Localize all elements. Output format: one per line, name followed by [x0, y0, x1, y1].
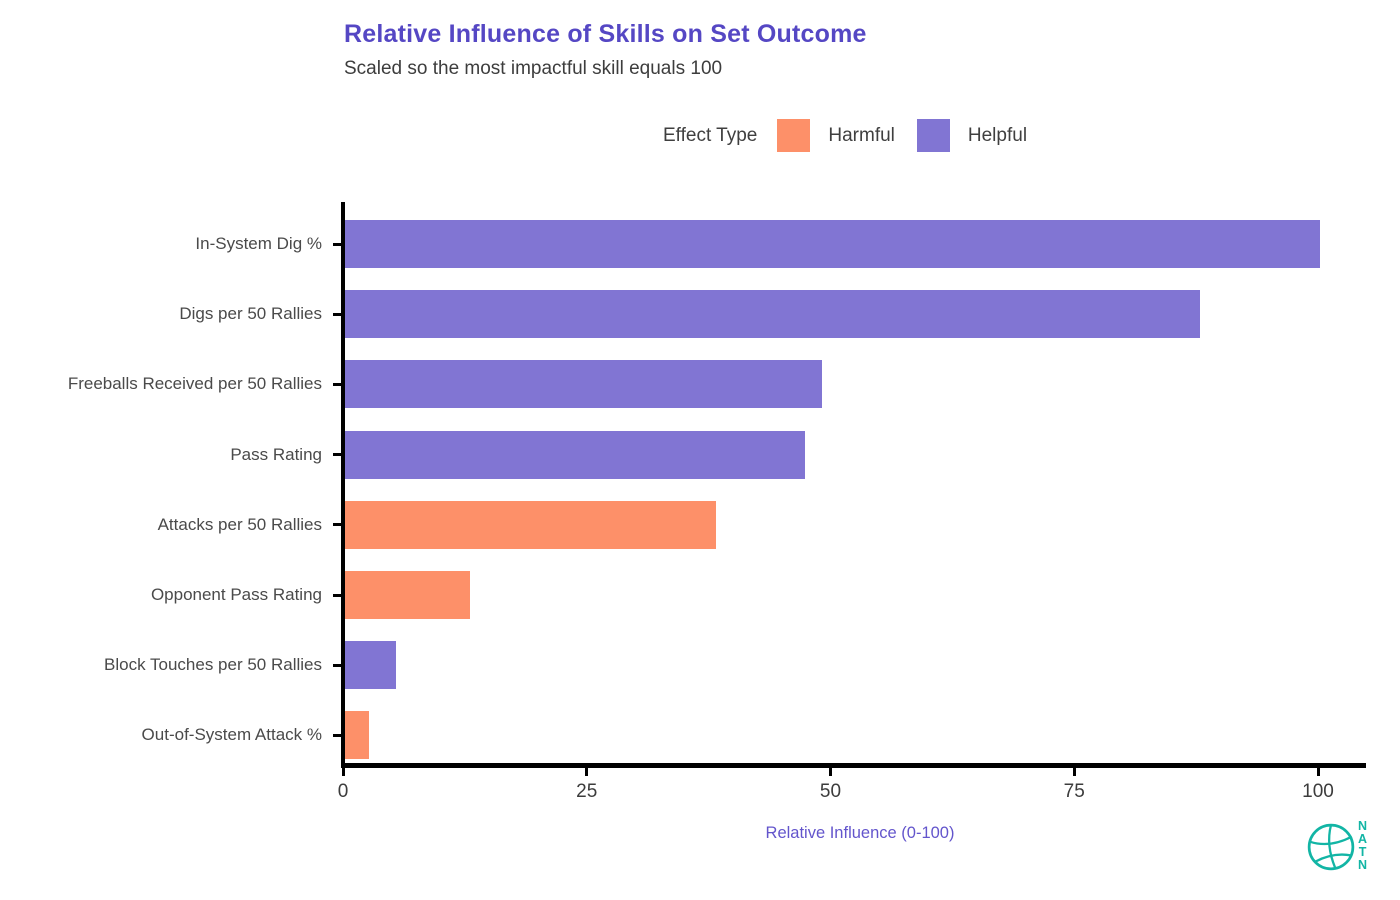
x-axis-tick-label: 50	[819, 781, 842, 802]
y-axis-tick	[333, 312, 341, 316]
y-axis-label: Attacks per 50 Rallies	[157, 514, 322, 534]
x-axis-tick-label: 0	[337, 781, 349, 802]
y-axis-line	[341, 202, 345, 768]
x-axis-tick-label: 100	[1302, 781, 1334, 802]
y-axis-label: Opponent Pass Rating	[150, 585, 322, 604]
y-axis-tick	[333, 593, 341, 597]
legend: Effect Type Harmful Helpful	[663, 119, 1049, 152]
bar-helpful	[345, 430, 806, 479]
y-axis-label: Freeballs Received per 50 Rallies	[67, 374, 322, 394]
chart-title: Relative Influence of Skills on Set Outc…	[344, 20, 867, 48]
y-axis-label: Out-of-System Attack %	[141, 725, 322, 745]
y-axis-tick	[333, 663, 341, 667]
y-axis-tick	[333, 523, 341, 527]
logo-letter: N	[1358, 819, 1368, 833]
bar-helpful	[345, 641, 396, 690]
harmful-swatch-icon	[777, 119, 811, 152]
legend-items: Harmful Helpful	[777, 119, 1049, 152]
legend-label: Helpful	[967, 124, 1028, 146]
y-axis-tick	[333, 733, 341, 737]
x-axis-line	[341, 763, 1366, 768]
bar-helpful	[345, 290, 1201, 339]
legend-title: Effect Type	[663, 124, 758, 146]
legend-item-harmful: Harmful	[777, 119, 895, 152]
bar-harmful	[345, 571, 470, 619]
bar-harmful	[345, 711, 370, 760]
x-axis-tick	[585, 768, 589, 776]
chart-subtitle: Scaled so the most impactful skill equal…	[344, 58, 723, 79]
x-axis-title: Relative Influence (0-100)	[765, 824, 955, 842]
x-axis-tick-label: 25	[576, 781, 598, 802]
bar-harmful	[345, 500, 717, 549]
x-axis-tick	[341, 768, 345, 776]
y-axis-tick	[333, 453, 341, 457]
y-axis-label: In-System Dig %	[195, 234, 322, 253]
bar-helpful	[345, 360, 822, 409]
logo-letter: A	[1358, 832, 1368, 846]
volleyball-icon	[1307, 823, 1355, 871]
x-axis-tick	[1316, 768, 1320, 776]
x-axis-tick	[1072, 768, 1076, 776]
bar-helpful	[345, 220, 1320, 268]
legend-item-helpful: Helpful	[916, 119, 1028, 152]
legend-label: Harmful	[828, 124, 895, 146]
y-axis-tick	[333, 382, 341, 386]
logo-letter: T	[1358, 845, 1367, 859]
y-axis-tick	[333, 242, 341, 246]
helpful-swatch-icon	[916, 119, 950, 152]
logo-letter: N	[1358, 858, 1368, 872]
y-axis-label: Block Touches per 50 Rallies	[104, 655, 322, 675]
y-axis-label: Pass Rating	[230, 444, 322, 464]
x-axis-tick-label: 75	[1063, 781, 1085, 802]
y-axis-label: Digs per 50 Rallies	[179, 304, 322, 324]
x-axis-tick	[829, 768, 832, 776]
